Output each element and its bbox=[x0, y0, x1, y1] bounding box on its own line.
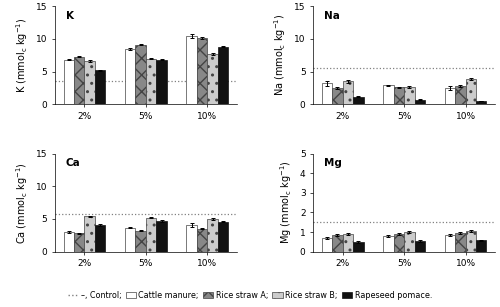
Text: Ca: Ca bbox=[66, 158, 80, 169]
Bar bbox=[208, 54, 218, 104]
Bar bbox=[476, 101, 486, 104]
Bar bbox=[466, 79, 476, 104]
Bar bbox=[218, 222, 228, 252]
Bar bbox=[136, 231, 146, 252]
Bar bbox=[476, 240, 486, 252]
Text: Mg: Mg bbox=[324, 158, 342, 169]
Bar bbox=[95, 70, 106, 104]
Bar bbox=[444, 235, 455, 252]
Bar bbox=[332, 235, 342, 252]
Bar bbox=[383, 236, 394, 252]
Bar bbox=[383, 85, 394, 104]
Bar bbox=[322, 84, 332, 104]
Bar bbox=[218, 47, 228, 104]
Bar bbox=[74, 233, 85, 252]
Bar bbox=[466, 231, 476, 252]
Bar bbox=[95, 225, 106, 252]
Bar bbox=[394, 234, 404, 252]
Bar bbox=[74, 56, 85, 104]
Bar bbox=[197, 229, 207, 252]
Bar bbox=[342, 234, 353, 252]
Bar bbox=[125, 49, 136, 104]
Bar bbox=[146, 218, 156, 252]
Legend: –, Control;, Cattle manure;, Rice straw A;, Rice straw B;, Rapeseed pomace.: –, Control;, Cattle manure;, Rice straw … bbox=[64, 288, 436, 303]
Bar bbox=[125, 227, 136, 252]
Bar bbox=[64, 232, 74, 252]
Bar bbox=[414, 241, 425, 252]
Bar bbox=[186, 36, 197, 104]
Y-axis label: Na ($\mathregular{mmol_c\ kg^{-1}}$): Na ($\mathregular{mmol_c\ kg^{-1}}$) bbox=[272, 14, 288, 96]
Bar bbox=[353, 242, 364, 252]
Bar bbox=[136, 45, 146, 104]
Bar bbox=[455, 233, 466, 252]
Y-axis label: K ($\mathregular{mmol_c\ kg^{-1}}$): K ($\mathregular{mmol_c\ kg^{-1}}$) bbox=[14, 17, 30, 93]
Bar bbox=[64, 60, 74, 104]
Y-axis label: Mg ($\mathregular{mmol_c\ kg^{-1}}$): Mg ($\mathregular{mmol_c\ kg^{-1}}$) bbox=[278, 161, 294, 244]
Bar bbox=[414, 100, 425, 104]
Y-axis label: Ca ($\mathregular{mmol_c\ kg^{-1}}$): Ca ($\mathregular{mmol_c\ kg^{-1}}$) bbox=[14, 162, 30, 243]
Bar bbox=[404, 232, 414, 252]
Bar bbox=[353, 96, 364, 104]
Bar bbox=[444, 88, 455, 104]
Bar bbox=[84, 216, 95, 252]
Bar bbox=[197, 38, 207, 104]
Bar bbox=[156, 221, 167, 252]
Bar bbox=[332, 88, 342, 104]
Text: K: K bbox=[66, 11, 74, 21]
Bar bbox=[146, 59, 156, 104]
Text: Na: Na bbox=[324, 11, 340, 21]
Bar bbox=[322, 238, 332, 252]
Bar bbox=[455, 86, 466, 104]
Bar bbox=[394, 87, 404, 104]
Bar bbox=[186, 225, 197, 252]
Bar bbox=[84, 61, 95, 104]
Bar bbox=[208, 219, 218, 252]
Bar bbox=[342, 81, 353, 104]
Bar bbox=[156, 60, 167, 104]
Bar bbox=[404, 87, 414, 104]
